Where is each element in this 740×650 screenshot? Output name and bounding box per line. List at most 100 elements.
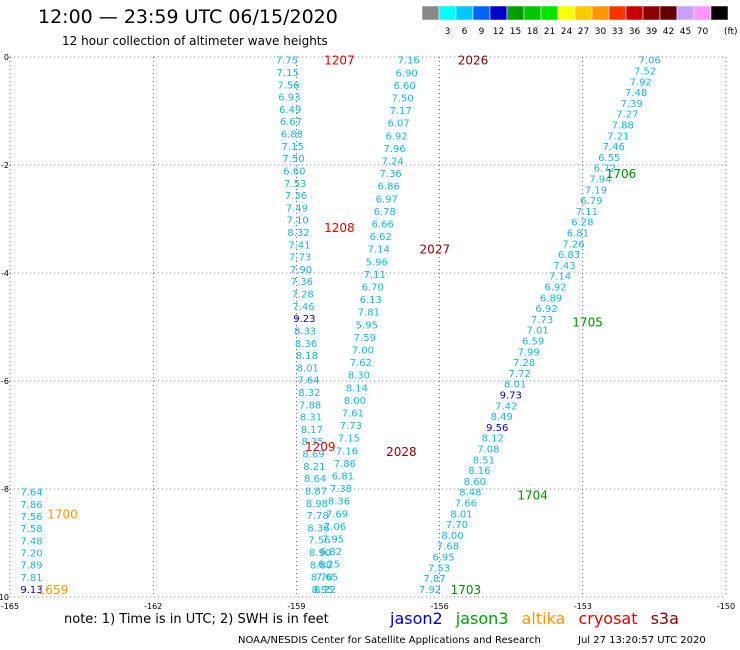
wave-height-point: 7.42 bbox=[495, 401, 517, 412]
wave-height-point: 8.51 bbox=[473, 455, 495, 466]
wave-height-point: 7.88 bbox=[299, 400, 321, 411]
wave-height-point: 7.52 bbox=[634, 67, 656, 78]
wave-height-point: 8.64 bbox=[304, 474, 326, 485]
wave-height-point: 8.32 bbox=[298, 388, 320, 399]
wave-height-point: 6.72 bbox=[594, 164, 616, 175]
wave-height-point: 6.79 bbox=[580, 196, 602, 207]
wave-height-point: 7.36 bbox=[380, 169, 402, 180]
wave-height-point: 7.66 bbox=[455, 499, 477, 510]
wave-height-point: 8.60 bbox=[464, 477, 486, 488]
y-tick-label: -4 bbox=[1, 269, 9, 278]
wave-height-point: 7.27 bbox=[616, 110, 638, 121]
wave-height-point: 7.06 bbox=[324, 522, 346, 533]
wave-height-point: 7.56 bbox=[308, 536, 330, 547]
satellite-altika: altika bbox=[521, 609, 566, 628]
legend-label: 39 bbox=[646, 27, 658, 37]
wave-height-point: 7.73 bbox=[340, 421, 362, 432]
pass-time-label: 1659 bbox=[38, 583, 69, 597]
wave-height-point: 7.62 bbox=[350, 358, 372, 369]
credits: NOAA/NESDIS Center for Satellite Applica… bbox=[238, 635, 541, 646]
legend-label: 9 bbox=[479, 27, 485, 37]
wave-height-point: 8.35 bbox=[302, 437, 324, 448]
pass-time-label: 1705 bbox=[572, 316, 603, 330]
wave-height-point: 8.87 bbox=[305, 486, 327, 497]
x-tick-label: -150 bbox=[717, 602, 735, 611]
wave-height-point: 8.36 bbox=[307, 523, 329, 534]
legend-unit: (ft) bbox=[724, 27, 738, 37]
wave-height-point: 7.46 bbox=[292, 302, 314, 313]
pass-time-label: 1207 bbox=[324, 54, 355, 68]
wave-height-point: 7.10 bbox=[287, 216, 309, 227]
wave-height-point: 7.49 bbox=[286, 203, 308, 214]
y-tick-label: -2 bbox=[1, 161, 9, 170]
wave-height-point: 7.73 bbox=[289, 253, 311, 264]
wave-height-point: 8.69 bbox=[302, 450, 324, 461]
legend-label: 33 bbox=[612, 27, 623, 37]
wave-height-point: 6.07 bbox=[387, 119, 409, 130]
wave-height-point: 7.96 bbox=[384, 144, 406, 155]
wave-height-point: 7.90 bbox=[290, 265, 312, 276]
wave-height-point: 8.30 bbox=[348, 371, 370, 382]
wave-height-point: 7.16 bbox=[397, 56, 419, 67]
chart-title: 12:00 — 23:59 UTC 06/15/2020 bbox=[38, 6, 338, 28]
wave-height-point: 8.16 bbox=[468, 466, 490, 477]
wave-height-point: 7.99 bbox=[518, 347, 540, 358]
wave-height-point: 7.72 bbox=[509, 369, 531, 380]
wave-height-point: 5.96 bbox=[366, 257, 388, 268]
timestamp: Jul 27 13:20:57 UTC 2020 bbox=[578, 635, 706, 646]
wave-height-point: 7.14 bbox=[549, 272, 571, 283]
wave-height-point: 7.26 bbox=[562, 239, 584, 250]
wave-height-point: 7.81 bbox=[20, 573, 42, 584]
wave-height-point: 8.98 bbox=[306, 499, 328, 510]
pass-time-label: 1703 bbox=[451, 583, 482, 597]
wave-height-point: 9.23 bbox=[293, 314, 315, 325]
wave-height-point: 6.60 bbox=[393, 81, 415, 92]
wave-height-point: 7.56 bbox=[20, 512, 42, 523]
x-tick-label: -165 bbox=[1, 602, 19, 611]
pass-time-label: 1700 bbox=[47, 507, 78, 521]
wave-height-point: 8.00 bbox=[441, 531, 463, 542]
wave-height-point: 7.50 bbox=[391, 94, 413, 105]
pass-time-label: 1209 bbox=[305, 440, 336, 454]
wave-height-point: 7.61 bbox=[342, 409, 364, 420]
wave-height-point: 8.32 bbox=[287, 228, 309, 239]
wave-height-point: 7.36 bbox=[285, 191, 307, 202]
wave-height-point: 7.28 bbox=[292, 290, 314, 301]
legend-label: 18 bbox=[527, 27, 539, 37]
wave-height-point: 7.16 bbox=[336, 446, 358, 457]
wave-height-point: 7.01 bbox=[526, 326, 548, 337]
wave-height-point: 6.92 bbox=[386, 131, 408, 142]
wave-height-point: 7.64 bbox=[297, 376, 319, 387]
wave-height-point: 6.81 bbox=[567, 229, 589, 240]
wave-height-point: 7.87 bbox=[423, 574, 445, 585]
wave-height-point: 8.33 bbox=[294, 326, 316, 337]
wave-height-point: 8.18 bbox=[296, 351, 318, 362]
wave-height-point: 8.00 bbox=[344, 396, 366, 407]
wave-height-point: 6.60 bbox=[283, 166, 305, 177]
wave-height-point: 6.66 bbox=[372, 220, 394, 231]
wave-height-point: 7.53 bbox=[284, 179, 306, 190]
wave-height-point: 6.13 bbox=[360, 295, 382, 306]
wave-height-point: 6.86 bbox=[378, 182, 400, 193]
wave-height-point: 7.14 bbox=[368, 245, 390, 256]
wave-height-point: 6.89 bbox=[540, 293, 562, 304]
wave-height-point: 7.48 bbox=[625, 88, 647, 99]
wave-height-point: 6.93 bbox=[278, 93, 300, 104]
wave-height-point: 8.95 bbox=[312, 585, 334, 596]
pass-time-label: 1704 bbox=[517, 488, 548, 502]
wave-height-point: 7.06 bbox=[638, 56, 660, 67]
wave-height-point: 7.17 bbox=[389, 106, 411, 117]
wave-height-point: 7.92 bbox=[630, 77, 652, 88]
wave-height-point: 7.38 bbox=[330, 484, 352, 495]
satellite-cryosat: cryosat bbox=[578, 609, 638, 628]
legend-label: 3 bbox=[445, 27, 451, 37]
wave-height-point: 7.11 bbox=[364, 270, 386, 281]
satellite-legend: jason2 jason3 altika cryosat s3a bbox=[390, 609, 687, 628]
footer-note: note: 1) Time is in UTC; 2) SWH is in fe… bbox=[64, 612, 329, 627]
wave-height-point: 6.78 bbox=[374, 207, 396, 218]
satellite-jason3: jason3 bbox=[455, 609, 509, 628]
wave-height-point: 7.59 bbox=[354, 333, 376, 344]
wave-height-point: 8.12 bbox=[482, 434, 504, 445]
wave-height-point: 7.88 bbox=[612, 121, 634, 132]
wave-height-point: 6.67 bbox=[280, 117, 302, 128]
